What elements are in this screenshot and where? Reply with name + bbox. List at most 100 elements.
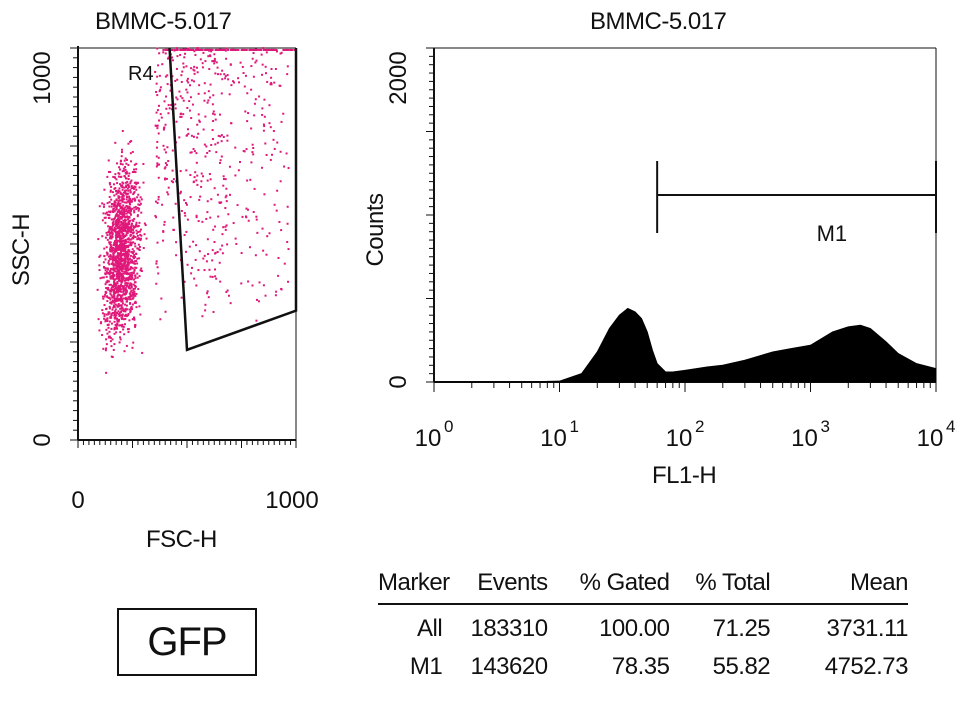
scatter-point: [131, 248, 134, 251]
scatter-point: [248, 246, 251, 249]
scatter-point: [113, 258, 116, 261]
scatter-point: [166, 83, 169, 86]
row-gated: 100.00: [599, 615, 670, 642]
scatter-point: [263, 193, 266, 196]
scatter-point: [166, 191, 169, 194]
scatter-point: [110, 345, 113, 348]
scatter-point: [119, 255, 122, 258]
scatter-point: [119, 280, 122, 283]
scatter-point: [111, 276, 114, 279]
scatter-point: [119, 296, 122, 299]
scatter-point: [118, 298, 121, 301]
scatter-point: [103, 304, 106, 307]
scatter-point: [113, 320, 116, 323]
scatter-point: [155, 282, 158, 285]
scatter-point: [222, 48, 225, 51]
scatter-point: [198, 198, 201, 201]
scatter-point: [110, 205, 113, 208]
scatter-point: [120, 267, 123, 270]
scatter-point: [119, 207, 122, 210]
scatter-point: [105, 343, 108, 346]
scatter-point: [117, 261, 120, 264]
scatter-point: [107, 210, 110, 213]
scatter-point: [106, 234, 109, 237]
scatter-point: [284, 48, 287, 51]
scatter-point: [107, 280, 110, 283]
scatter-point: [119, 258, 122, 261]
scatter-point: [207, 253, 210, 256]
scatter-point: [122, 247, 125, 250]
scatter-point: [191, 103, 194, 106]
scatter-point: [110, 288, 113, 291]
scatter-point: [123, 224, 126, 227]
scatter-point: [129, 152, 132, 155]
scatter-point: [163, 220, 166, 223]
scatter-point: [237, 169, 240, 172]
scatter-point: [262, 123, 265, 126]
scatter-point: [127, 279, 130, 282]
scatter-point: [171, 59, 174, 62]
scatter-point: [122, 191, 125, 194]
scatter-point: [126, 308, 129, 311]
scatter-point: [274, 294, 277, 297]
scatter-point: [122, 209, 125, 212]
scatter-point: [137, 209, 140, 212]
scatter-point: [121, 208, 124, 211]
scatter-point: [113, 282, 116, 285]
scatter-point: [119, 311, 122, 314]
scatter-point: [128, 185, 131, 188]
scatter-point: [115, 193, 118, 196]
scatter-point: [115, 206, 118, 209]
scatter-point: [118, 218, 121, 221]
scatter-point: [127, 178, 130, 181]
scatter-point: [210, 50, 213, 53]
scatter-point: [122, 289, 125, 292]
scatter-point: [246, 208, 249, 211]
scatter-point: [230, 122, 233, 125]
scatter-point: [182, 113, 185, 116]
scatter-point: [115, 287, 118, 290]
scatter-point: [129, 291, 132, 294]
scatter-point: [132, 171, 135, 174]
scatter-point: [121, 170, 124, 173]
scatter-point: [188, 109, 191, 112]
scatter-point: [103, 313, 106, 316]
scatter-point: [135, 232, 138, 235]
scatter-point: [191, 266, 194, 269]
scatter-point: [193, 150, 196, 153]
scatter-point: [166, 74, 169, 77]
scatter-point: [119, 242, 122, 245]
scatter-point: [224, 228, 227, 231]
scatter-point: [225, 194, 228, 197]
scatter-point: [246, 92, 249, 95]
scatter-point: [123, 186, 126, 189]
scatter-point: [219, 248, 222, 251]
scatter-point: [197, 92, 200, 95]
scatter-point: [112, 259, 115, 262]
scatter-point: [208, 268, 211, 271]
scatter-point: [253, 48, 256, 51]
scatter-point: [130, 200, 133, 203]
scatter-point: [114, 173, 117, 176]
scatter-point: [127, 142, 130, 145]
scatter-point: [121, 211, 124, 214]
scatter-point: [134, 300, 137, 303]
scatter-point: [137, 247, 140, 250]
scatter-point: [162, 128, 165, 131]
scatter-point: [105, 328, 108, 331]
scatter-point: [189, 96, 192, 99]
scatter-point: [220, 155, 223, 158]
scatter-point: [100, 321, 103, 324]
scatter-point: [261, 166, 264, 169]
scatter-point: [253, 102, 256, 105]
scatter-point: [112, 249, 115, 252]
scatter-point: [112, 203, 115, 206]
scatter-point: [180, 48, 183, 51]
scatter-point: [210, 198, 213, 201]
scatter-point: [232, 222, 235, 225]
scatter-point: [162, 144, 165, 147]
scatter-point: [192, 181, 195, 184]
scatter-point: [106, 253, 109, 256]
scatter-point: [172, 228, 175, 231]
scatter-point: [268, 232, 271, 235]
